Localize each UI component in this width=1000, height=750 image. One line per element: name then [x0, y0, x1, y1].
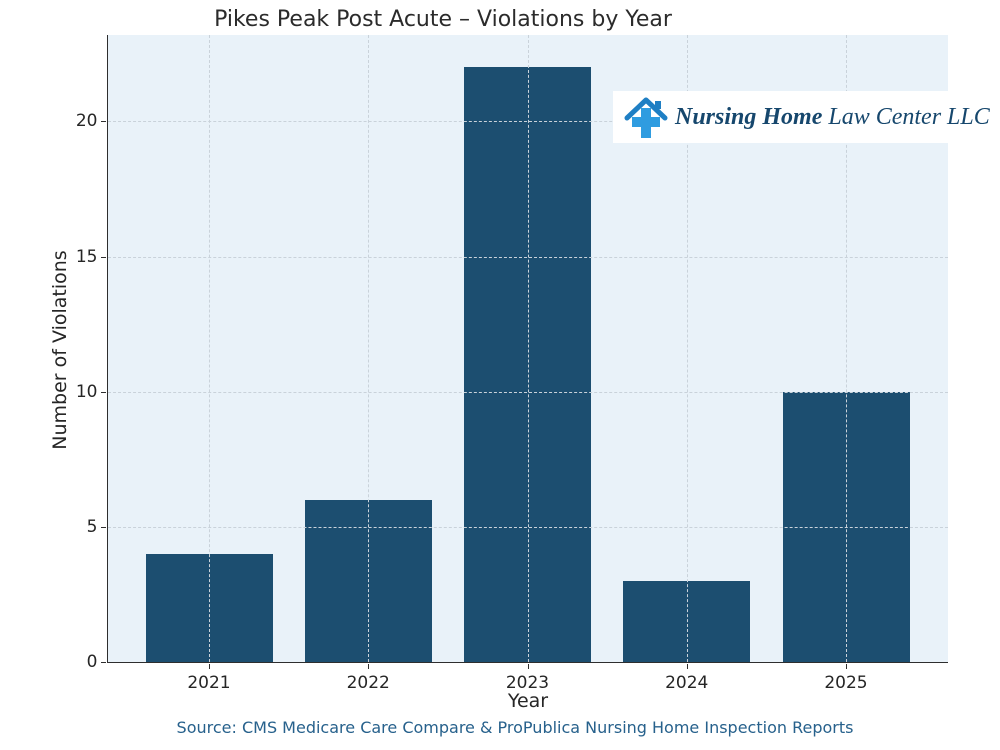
chimney-shape [655, 101, 661, 109]
logo-text-bold: Nursing Home [675, 103, 823, 130]
logo-text-rest: Law Center LLC [822, 103, 990, 130]
gridline-x-2021 [209, 35, 210, 662]
medical-cross-shape [632, 108, 660, 138]
y-tick-label-20: 20 [75, 111, 98, 132]
y-tick-label-15: 15 [75, 246, 98, 267]
x-tick-label-2024: 2024 [665, 673, 709, 693]
x-tick-2021 [209, 663, 210, 669]
roof-shape [624, 97, 668, 121]
x-tick-2025 [846, 663, 847, 669]
x-tick-label-2022: 2022 [346, 673, 390, 693]
y-tick-label-5: 5 [86, 516, 98, 537]
y-tick-0 [101, 662, 106, 663]
logo-text: Nursing Home Law Center LLC [675, 104, 990, 131]
x-tick-2022 [368, 663, 370, 669]
y-tick-5 [101, 526, 106, 528]
house-cross-icon [624, 97, 668, 138]
y-tick-15 [101, 256, 106, 258]
gridline-x-2022 [368, 35, 370, 662]
y-tick-label-0: 0 [86, 652, 98, 672]
x-tick-label-2025: 2025 [824, 673, 868, 693]
y-axis-label: Number of Violations [49, 250, 71, 450]
x-tick-2024 [686, 663, 688, 669]
y-tick-20 [101, 121, 106, 123]
x-tick-2023 [527, 663, 529, 669]
chart-title: Pikes Peak Post Acute – Violations by Ye… [214, 7, 672, 32]
gridline-x-2024 [686, 35, 688, 662]
y-tick-10 [101, 391, 106, 393]
gridline-x-2025 [846, 35, 847, 662]
logo-nursing-home-law-center: Nursing Home Law Center LLC [613, 91, 990, 143]
y-tick-label-10: 10 [75, 381, 98, 402]
x-axis-label: Year [507, 690, 549, 712]
source-attribution: Source: CMS Medicare Care Compare & ProP… [176, 718, 854, 737]
x-tick-label-2021: 2021 [187, 673, 231, 693]
gridline-x-2023 [527, 35, 529, 662]
x-tick-label-2023: 2023 [505, 673, 550, 693]
